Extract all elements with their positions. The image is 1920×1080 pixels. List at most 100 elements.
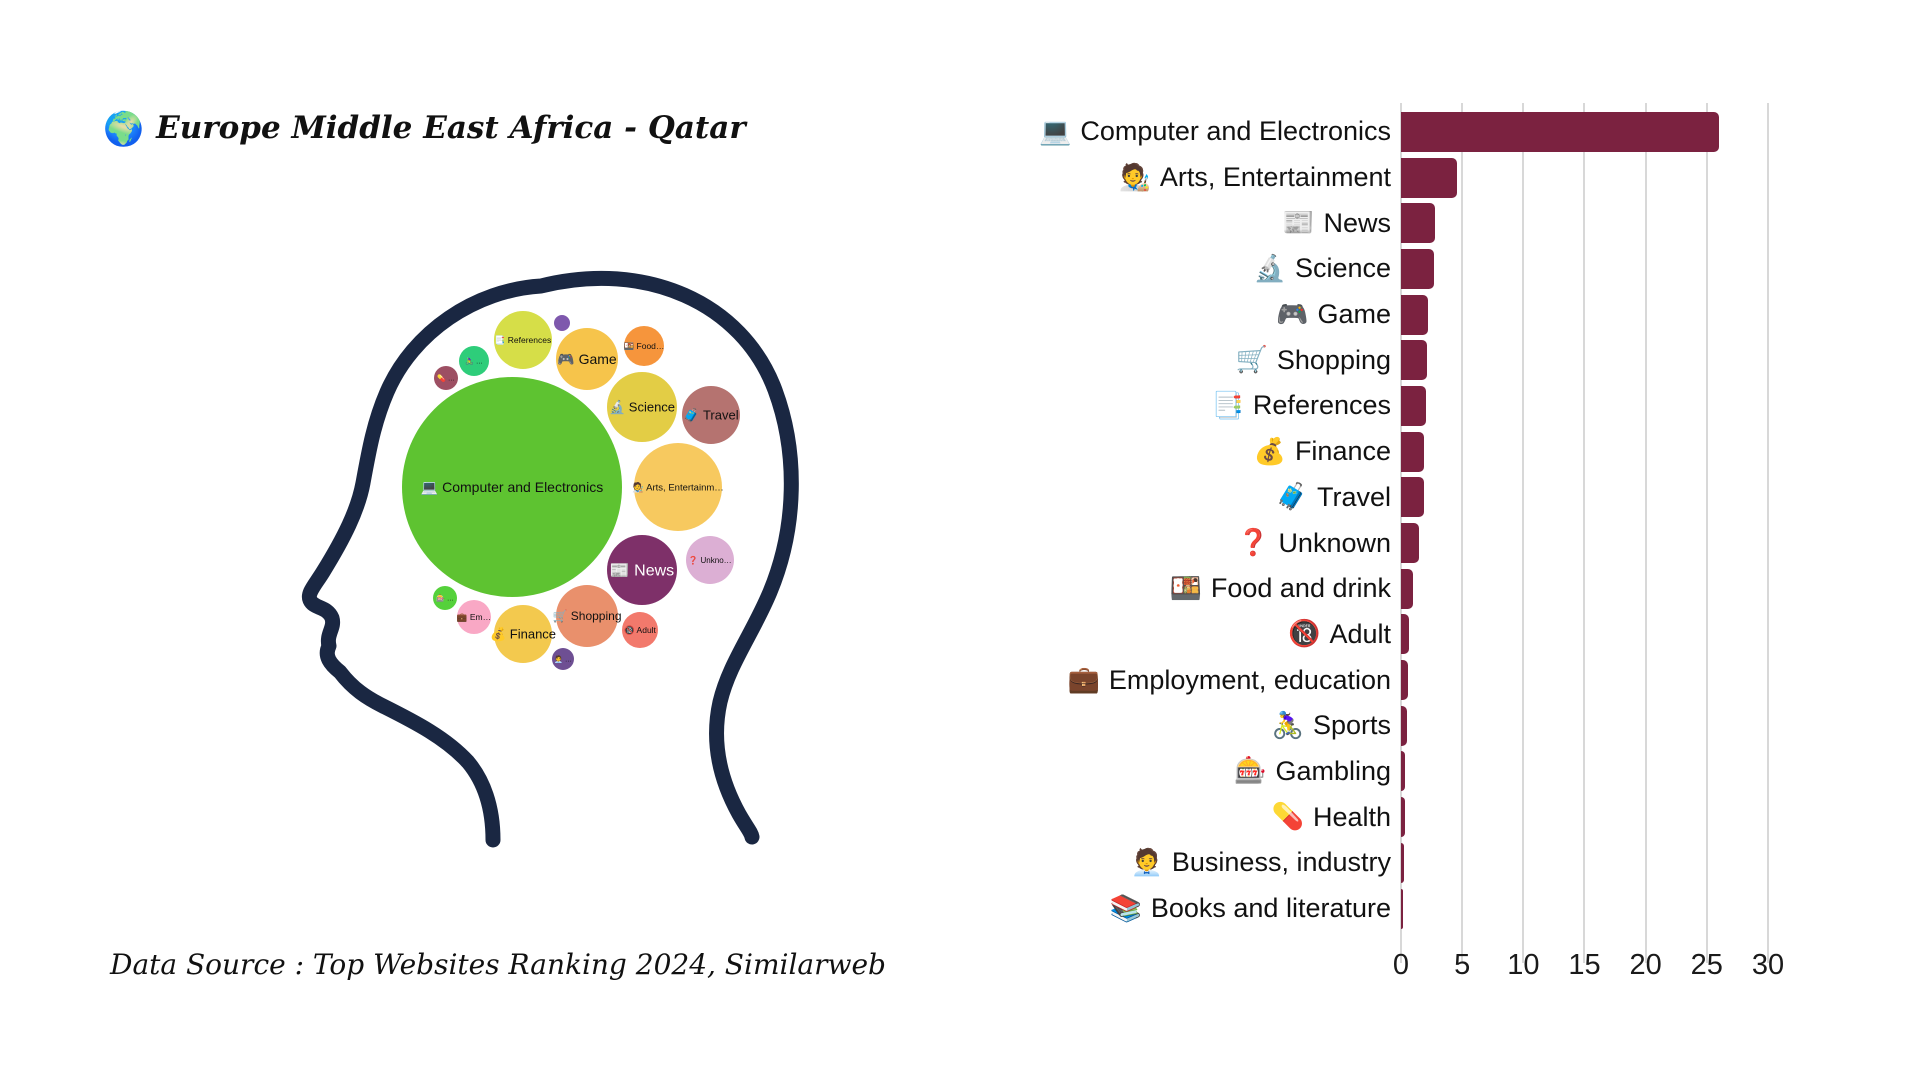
bar-health [1401, 797, 1405, 838]
bar-computer-and-electronics [1401, 111, 1720, 152]
bar-area-adult [1401, 614, 1818, 655]
sports-bubble [459, 346, 489, 376]
computer-and-electronics-icon: 💻 [421, 479, 442, 496]
category-label: Food and drink [1210, 573, 1391, 604]
bar-label-gambling: 🎰 Gambling [920, 756, 1401, 787]
shopping-bubble-label: 🛒 Shopping [553, 609, 622, 623]
references-bubble-label: 📑 References [495, 335, 551, 345]
shopping-icon: 🛒 [1235, 345, 1268, 376]
category-label: Science [1294, 253, 1391, 284]
science-bubble [607, 372, 677, 442]
category-label: News [1323, 207, 1391, 238]
gridline-30 [1766, 103, 1769, 963]
bar-row-unknown: ❓ Unknown [920, 520, 1818, 566]
sports-icon: 🚴‍♀️ [1271, 710, 1304, 741]
food-and-drink-icon: 🍱 [624, 341, 637, 351]
bar-row-computer-and-electronics: 💻 Computer and Electronics [920, 109, 1818, 155]
category-label: Arts, Entertainment [1159, 162, 1391, 193]
bar-finance [1401, 431, 1425, 472]
health-icon: 💊 [1271, 802, 1304, 833]
bar-area-science [1401, 248, 1818, 289]
bar-label-science: 🔬 Science [920, 253, 1401, 284]
science-icon: 🔬 [1253, 253, 1286, 284]
bar-area-finance [1401, 431, 1818, 472]
bar-arts-entertainment [1401, 157, 1458, 198]
x-axis-ticks: 0 5 10 15 20 25 30 [1393, 949, 1818, 994]
arts-entertainment-icon: 🧑‍🎨 [632, 481, 646, 493]
shopping-icon: 🛒 [553, 609, 571, 623]
bar-sports [1401, 705, 1408, 746]
bar-label-travel: 🧳 Travel [920, 482, 1401, 513]
category-label: Employment, education [1108, 664, 1391, 695]
globe-icon: 🌍 [103, 108, 145, 148]
health-icon: 💊 [437, 373, 448, 382]
category-label: Shopping [1276, 344, 1391, 375]
bar-area-arts-entertainment [1401, 157, 1818, 198]
finance-icon: 💰 [1253, 436, 1286, 467]
bar-label-food-and-drink: 🍱 Food and drink [920, 573, 1401, 604]
x-tick-20: 20 [1629, 949, 1662, 981]
news-icon: 📰 [1282, 208, 1315, 239]
bar-row-finance: 💰 Finance [920, 429, 1818, 475]
bar-food-and-drink [1401, 568, 1414, 609]
game-icon: 🎮 [557, 351, 578, 367]
references-icon: 📑 [1211, 390, 1244, 421]
adult-icon: 🔞 [624, 625, 636, 635]
category-label: Business, industry [1171, 847, 1391, 878]
category-label: Finance [1294, 436, 1391, 467]
bar-label-game: 🎮 Game [920, 299, 1401, 330]
food-and-drink-icon: 🍱 [1169, 573, 1202, 604]
bar-area-business-industry [1401, 842, 1818, 883]
travel-bubble [682, 386, 740, 444]
bar-area-news [1401, 203, 1818, 244]
game-icon: 🎮 [1276, 299, 1309, 330]
bar-row-health: 💊 Health [920, 794, 1818, 840]
head-outline [301, 270, 799, 848]
gambling-icon: 🎰 [1234, 756, 1267, 787]
finance-bubble [494, 605, 552, 663]
business-industry-icon: 🧑‍💼 [1130, 847, 1163, 878]
category-label: Travel [1316, 481, 1391, 512]
category-label: Books and literature [1150, 893, 1391, 924]
business-industry-icon: 🧑‍💼 [554, 654, 565, 663]
bar-unknown [1401, 523, 1420, 564]
bar-travel [1401, 477, 1424, 518]
x-tick-10: 10 [1507, 949, 1540, 981]
employment-education-bubble-label: 💼 Em… [457, 612, 491, 622]
bar-area-unknown [1401, 523, 1818, 564]
bar-area-computer-and-electronics [1401, 111, 1818, 152]
sports-icon: 🚴‍♀️ [465, 356, 476, 365]
bar-area-books-and-literature [1401, 888, 1818, 929]
news-bubble-label: 📰 News [610, 563, 674, 580]
bar-news [1401, 203, 1436, 244]
gridline-5 [1461, 103, 1464, 963]
arts-entertainment-bubble-label: 🧑‍🎨 Arts, Entertainm… [632, 481, 724, 493]
bar-area-game [1401, 294, 1818, 335]
data-source: Data Source : Top Websites Ranking 2024,… [110, 948, 886, 981]
bubble-pack: 💻 Computer and Electronics 📑 References 🎮 … [402, 311, 740, 670]
business-industry-bubble-label: 🧑‍💼 … [554, 654, 572, 663]
unknown-bubble [686, 536, 734, 584]
bar-row-food-and-drink: 🍱 Food and drink [920, 566, 1818, 612]
science-bubble-label: 🔬 Science [609, 399, 675, 415]
bar-row-employment-education: 💼 Employment, education [920, 657, 1818, 703]
bar-label-finance: 💰 Finance [920, 436, 1401, 467]
gambling-bubble [433, 586, 457, 610]
science-icon: 🔬 [609, 399, 629, 415]
bar-label-shopping: 🛒 Shopping [920, 345, 1401, 376]
travel-icon: 🧳 [683, 408, 703, 423]
bar-label-books-and-literature: 📚 Books and literature [920, 893, 1401, 924]
bar-label-adult: 🔞 Adult [920, 619, 1401, 650]
bar-rows: 💻 Computer and Electronics 🧑‍🎨 Arts, Entert… [920, 109, 1818, 931]
adult-bubble [622, 612, 658, 648]
bar-game [1401, 294, 1428, 335]
bar-row-game: 🎮 Game [920, 292, 1818, 338]
bar-science [1401, 248, 1435, 289]
bar-adult [1401, 614, 1409, 655]
arts-entertainment-icon: 🧑‍🎨 [1118, 162, 1151, 193]
bar-label-employment-education: 💼 Employment, education [920, 665, 1401, 696]
bar-references [1401, 385, 1427, 426]
bar-row-science: 🔬 Science [920, 246, 1818, 292]
bar-label-computer-and-electronics: 💻 Computer and Electronics [920, 116, 1401, 147]
